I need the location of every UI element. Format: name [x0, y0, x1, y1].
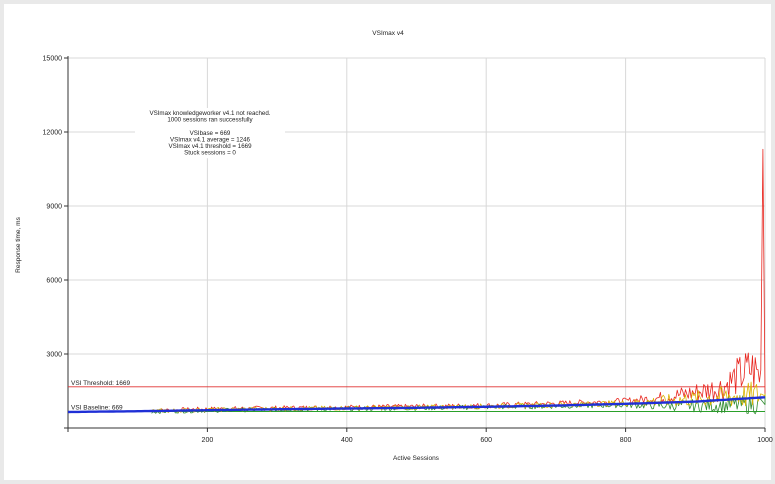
x-tick-label: 600 [480, 437, 492, 444]
x-axis-label: Active Sessions [393, 455, 440, 462]
series-line [67, 396, 766, 414]
series-lines [67, 148, 766, 415]
summary-line: Stuck sessions = 0 [184, 150, 236, 157]
y-tick-label: 15000 [43, 56, 63, 63]
tick-labels: 200 400 600 800 1000 3000 6000 9000 12000 15000 [43, 56, 773, 445]
summary-line: VSImax knowledgeworker v4.1 not reached. [149, 110, 270, 117]
y-tick-label: 12000 [43, 130, 63, 137]
series-line [151, 148, 766, 413]
summary-line: VSImax v4.1 threshold = 1669 [168, 143, 252, 150]
y-tick-label: 3000 [46, 352, 62, 359]
reference-line-label: VSI Threshold: 1669 [71, 380, 131, 387]
summary-line: VSIbase = 669 [190, 130, 231, 137]
y-axis-label: Response time, ms [15, 216, 22, 272]
axes [64, 56, 766, 432]
summary-line: VSImax v4.1 average = 1246 [170, 136, 251, 143]
reference-line-label: VSI Baseline: 669 [71, 404, 123, 411]
summary-line: 1000 sessions ran successfully [167, 117, 253, 124]
x-tick-label: 400 [341, 437, 353, 444]
y-tick-label: 9000 [46, 204, 62, 211]
y-tick-label: 6000 [46, 278, 62, 285]
summary-background [135, 108, 285, 159]
x-tick-label: 800 [620, 437, 632, 444]
summary-box: VSImax knowledgeworker v4.1 not reached.… [135, 108, 285, 159]
x-tick-label: 200 [202, 437, 214, 444]
x-tick-label: 1000 [757, 437, 773, 444]
chart-title: VSImax v4 [372, 30, 404, 37]
